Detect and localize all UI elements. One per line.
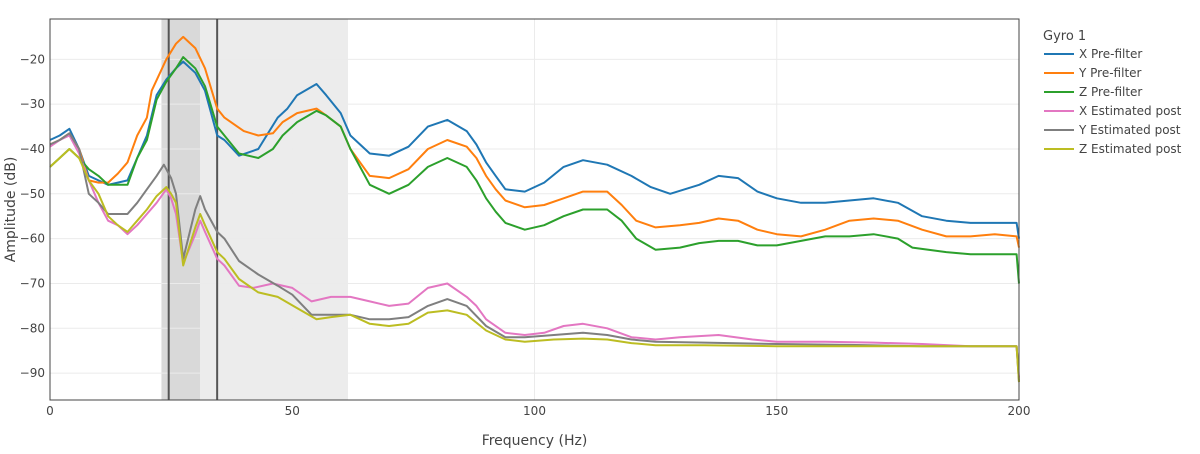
- y-tick-label: −50: [20, 187, 45, 201]
- series-line-y-estimated-post: [49, 132, 1020, 383]
- x-axis-title: Frequency (Hz): [482, 433, 588, 449]
- series-line-z-estimated-post: [49, 148, 1020, 383]
- legend-label: Z Pre-filter: [1079, 85, 1142, 99]
- y-tick-label: −40: [20, 142, 45, 156]
- legend-label: Y Estimated post: [1078, 123, 1181, 137]
- x-tick-label: 150: [765, 404, 788, 418]
- legend-item[interactable]: X Estimated post: [1044, 104, 1182, 118]
- legend-label: Z Estimated post: [1079, 142, 1182, 156]
- shaded-band-2: [200, 19, 348, 400]
- shaded-bands: [161, 19, 348, 400]
- grid-lines: [50, 19, 1019, 400]
- legend-label: X Pre-filter: [1079, 47, 1142, 61]
- y-tick-label: −70: [20, 276, 45, 290]
- x-tick-label: 50: [285, 404, 300, 418]
- legend-item[interactable]: Z Pre-filter: [1044, 85, 1142, 99]
- x-tick-label: 200: [1008, 404, 1031, 418]
- legend-label: X Estimated post: [1079, 104, 1182, 118]
- legend-title: Gyro 1: [1043, 29, 1086, 44]
- x-tick-label: 0: [46, 404, 54, 418]
- legend-item[interactable]: X Pre-filter: [1044, 47, 1142, 61]
- y-tick-label: −20: [20, 52, 45, 66]
- series-line-x-estimated-post: [49, 134, 1020, 378]
- x-tick-label: 100: [523, 404, 546, 418]
- y-tick-label: −60: [20, 232, 45, 246]
- plot-frame: [49, 18, 1020, 401]
- y-axis-title: Amplitude (dB): [3, 157, 19, 263]
- series-line-y-pre-filter: [49, 35, 1020, 248]
- y-tick-label: −30: [20, 97, 45, 111]
- series-line-z-pre-filter: [49, 56, 1020, 284]
- series-lines: [49, 35, 1020, 383]
- x-axis-ticks: 0 50 100 150 200: [46, 404, 1030, 418]
- series-line-x-pre-filter: [49, 60, 1020, 239]
- marker-lines: [167, 19, 219, 400]
- y-tick-label: −90: [20, 366, 45, 380]
- legend-item[interactable]: Y Pre-filter: [1044, 66, 1142, 80]
- y-axis-ticks: −90 −80 −70 −60 −50 −40 −30 −20: [20, 52, 45, 380]
- legend[interactable]: Gyro 1 X Pre-filter Y Pre-filter Z Pre-fil…: [1043, 29, 1182, 156]
- y-tick-label: −80: [20, 321, 45, 335]
- legend-label: Y Pre-filter: [1078, 66, 1142, 80]
- legend-item[interactable]: Z Estimated post: [1044, 142, 1182, 156]
- legend-item[interactable]: Y Estimated post: [1044, 123, 1181, 137]
